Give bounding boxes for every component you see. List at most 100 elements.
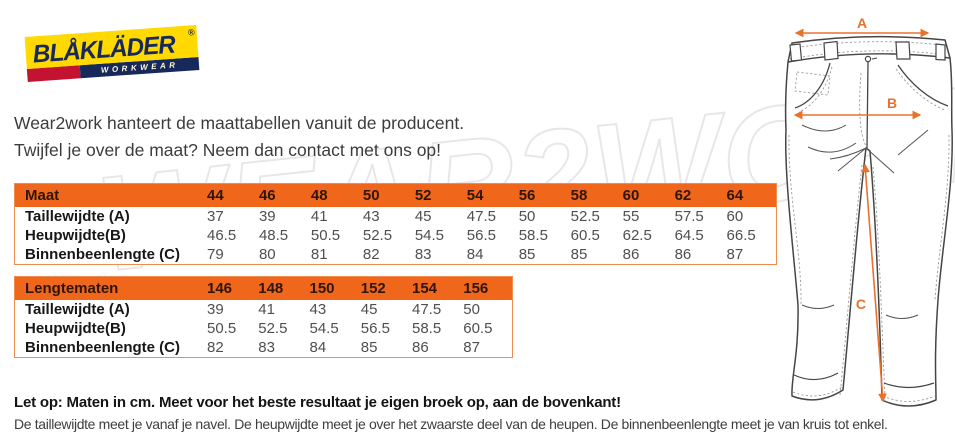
row-label: Binnenbeenlengte (C)	[25, 339, 181, 356]
value-cell: 45	[414, 208, 432, 225]
value-cell: 39	[258, 208, 276, 225]
value-cell: 85	[518, 246, 536, 263]
value-cell: 60.5	[463, 320, 493, 337]
belt-loop	[895, 41, 911, 60]
value-cell: 39	[207, 301, 224, 318]
size-column-header: 156	[461, 276, 513, 300]
size-table-maat: Maat 44 46 48 50 52 54 56 58 60 62 64 Taillewijdte (…	[14, 183, 777, 265]
table-row: Taillewijdte (A) 39 41 43 45 47.5 50	[15, 300, 513, 319]
value-cell: 37	[207, 208, 224, 225]
value-cell: 86	[674, 246, 692, 263]
size-column-header: 56	[516, 183, 569, 207]
size-table-lengtematen: Lengtematen 146 148 150 152 154 156 Taillewijdt…	[14, 276, 513, 358]
size-column-header: 44	[205, 183, 257, 207]
size-column-header: 60	[620, 183, 673, 207]
size-column-header: 150	[307, 276, 359, 300]
value-cell: 52.5	[570, 208, 600, 225]
crotch-crease	[829, 147, 867, 160]
intro-line-2: Twijfel je over de maat? Neem dan contac…	[14, 140, 442, 160]
buttonhole-line	[871, 57, 878, 60]
size-column-header: 154	[410, 276, 462, 300]
value-cell: 45	[360, 301, 378, 318]
value-cell: 60.5	[570, 227, 600, 244]
row-label: Taillewijdte (A)	[25, 208, 130, 225]
value-cell: 84	[466, 246, 484, 263]
crease-line	[807, 142, 857, 153]
value-cell: 41	[258, 301, 275, 318]
crotch-crease	[837, 147, 867, 172]
value-cell: 50.5	[207, 320, 237, 337]
table-row: Heupwijdte(B) 46.5 48.5 50.5 52.5 54.5 56.5 58.…	[15, 226, 777, 245]
size-column-header: 148	[256, 276, 308, 300]
value-cell: 85	[570, 246, 588, 263]
value-cell: 57.5	[674, 208, 704, 225]
size-column-header: 54	[464, 183, 517, 207]
size-column-header: 146	[205, 276, 257, 300]
size-column-header: 62	[672, 183, 725, 207]
waist-stitch-top	[792, 41, 943, 49]
value-cell: 81	[310, 246, 328, 263]
measure-a-label: A	[857, 15, 867, 31]
note-regular-line: De taillewijdte meet je vanaf je navel. …	[14, 416, 888, 432]
crotch-crease	[865, 147, 895, 174]
left-outseam-stitch	[788, 134, 802, 306]
value-cell: 80	[258, 246, 276, 263]
value-cell: 52.5	[258, 320, 288, 337]
value-cell: 43	[309, 301, 327, 318]
size-column-header: 64	[724, 183, 777, 207]
table-title-cell: Lengtematen	[14, 276, 205, 300]
value-cell: 55	[622, 208, 640, 225]
right-outseam-stitch	[934, 134, 950, 301]
size-column-header: 52	[412, 183, 465, 207]
value-cell: 46.5	[207, 227, 237, 244]
table-row: Heupwijdte(B) 50.5 52.5 54.5 56.5 58.5 60.5	[15, 319, 513, 338]
size-column-header: 48	[308, 183, 361, 207]
value-cell: 50.5	[310, 227, 341, 244]
left-cuff-line	[793, 372, 839, 381]
table-header-row: Lengtematen 146 148 150 152 154 156	[14, 276, 513, 300]
fly-seam	[866, 61, 869, 149]
note-bold-line: Let op: Maten in cm. Meet voor het beste…	[14, 394, 621, 411]
value-cell: 56.5	[466, 227, 496, 244]
intro-text: Wear2work hanteert de maattabellen vanui…	[14, 110, 464, 164]
value-cell: 82	[362, 246, 380, 263]
measure-c-label: C	[856, 296, 866, 312]
value-cell: 86	[412, 339, 429, 356]
value-cell: 54.5	[309, 320, 339, 337]
size-column-header: 50	[360, 183, 413, 207]
value-cell: 62.5	[622, 227, 652, 244]
value-cell: 86	[622, 246, 640, 263]
right-pocket-seam	[897, 64, 949, 107]
crease-line	[897, 129, 929, 156]
size-column-header: 46	[256, 183, 309, 207]
value-cell: 58.5	[518, 227, 548, 244]
pants-measurement-diagram: A B C	[784, 15, 953, 407]
waistband-line	[787, 53, 951, 63]
value-cell: 54.5	[414, 227, 445, 244]
value-cell: 60	[726, 208, 744, 225]
crease-line	[801, 124, 847, 132]
measure-c-arrow	[861, 163, 887, 403]
value-cell: 64.5	[674, 227, 704, 244]
value-cell: 66.5	[726, 227, 756, 244]
knee-crease	[801, 304, 835, 309]
value-cell: 58.5	[412, 320, 442, 337]
table-row: Binnenbeenlengte (C) 79 80 81 82 83 84 85 85 86 86…	[15, 245, 777, 265]
value-cell: 52.5	[362, 227, 393, 244]
coin-pocket	[794, 71, 831, 96]
value-cell: 50	[518, 208, 536, 225]
value-cell: 50	[463, 301, 480, 318]
belt-loop	[935, 43, 946, 61]
value-cell: 83	[258, 339, 275, 356]
value-cell: 79	[207, 246, 224, 263]
row-label: Heupwijdte(B)	[25, 227, 126, 244]
value-cell: 48.5	[258, 227, 289, 244]
table-row: Binnenbeenlengte (C) 82 83 84 85 86 87	[15, 338, 513, 358]
table-row: Taillewijdte (A) 37 39 41 43 45 47.5 50 52.5 55 57…	[15, 207, 777, 226]
button-icon	[864, 55, 872, 63]
waist-stitch-bottom	[789, 50, 948, 60]
value-cell: 43	[362, 208, 380, 225]
measurement-notes: Let op: Maten in cm. Meet voor het beste…	[14, 394, 888, 432]
right-cuff-line	[883, 382, 935, 389]
size-column-header: 152	[358, 276, 410, 300]
